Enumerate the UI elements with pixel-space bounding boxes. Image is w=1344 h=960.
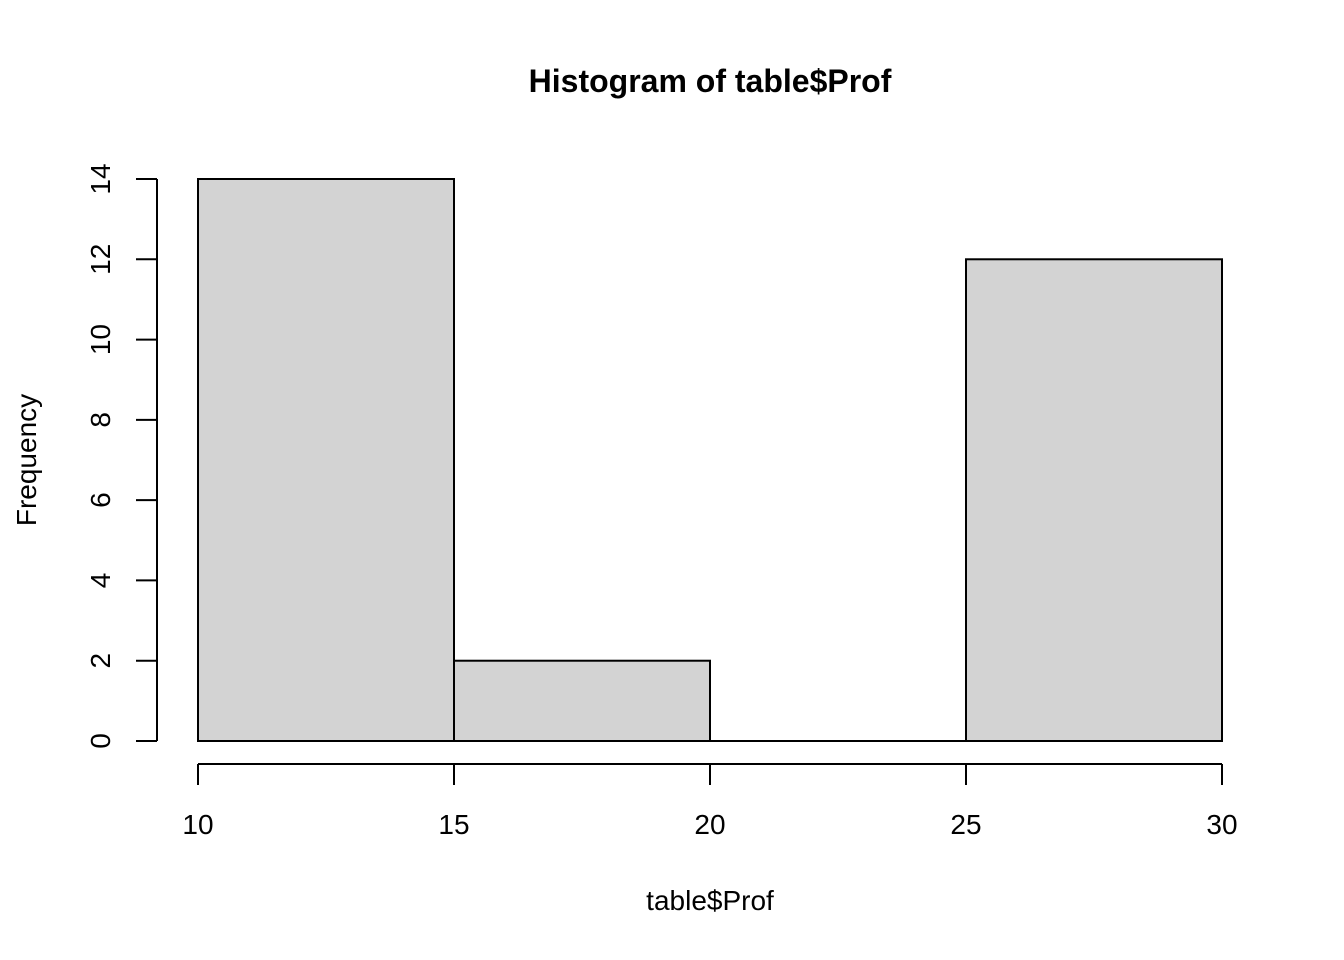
x-tick-label-2: 20: [694, 809, 725, 840]
y-tick-label-3: 6: [85, 492, 116, 508]
y-tick-label-5: 10: [85, 324, 116, 355]
y-tick-label-2: 4: [85, 573, 116, 589]
x-tick-label-4: 30: [1206, 809, 1237, 840]
histogram-bar-1: [453, 659, 711, 743]
x-tick-label-1: 15: [438, 809, 469, 840]
bars-group: [197, 178, 1223, 743]
x-tick-label-3: 25: [950, 809, 981, 840]
y-tick-label-6: 12: [85, 244, 116, 275]
y-tick-label-7: 14: [85, 163, 116, 194]
x-tick-label-0: 10: [182, 809, 213, 840]
y-axis: 0 2 4 6 8 10 12 14: [85, 163, 158, 749]
y-axis-label: Frequency: [11, 394, 42, 526]
histogram-bar-0: [197, 178, 455, 742]
chart-title: Histogram of table$Prof: [529, 63, 892, 99]
y-tick-label-0: 0: [85, 733, 116, 749]
histogram-bar-3: [965, 258, 1223, 742]
y-tick-label-1: 2: [85, 653, 116, 669]
y-tick-label-4: 8: [85, 412, 116, 428]
x-axis: 10 15 20 25 30: [182, 763, 1238, 840]
x-axis-label: table$Prof: [646, 885, 774, 916]
